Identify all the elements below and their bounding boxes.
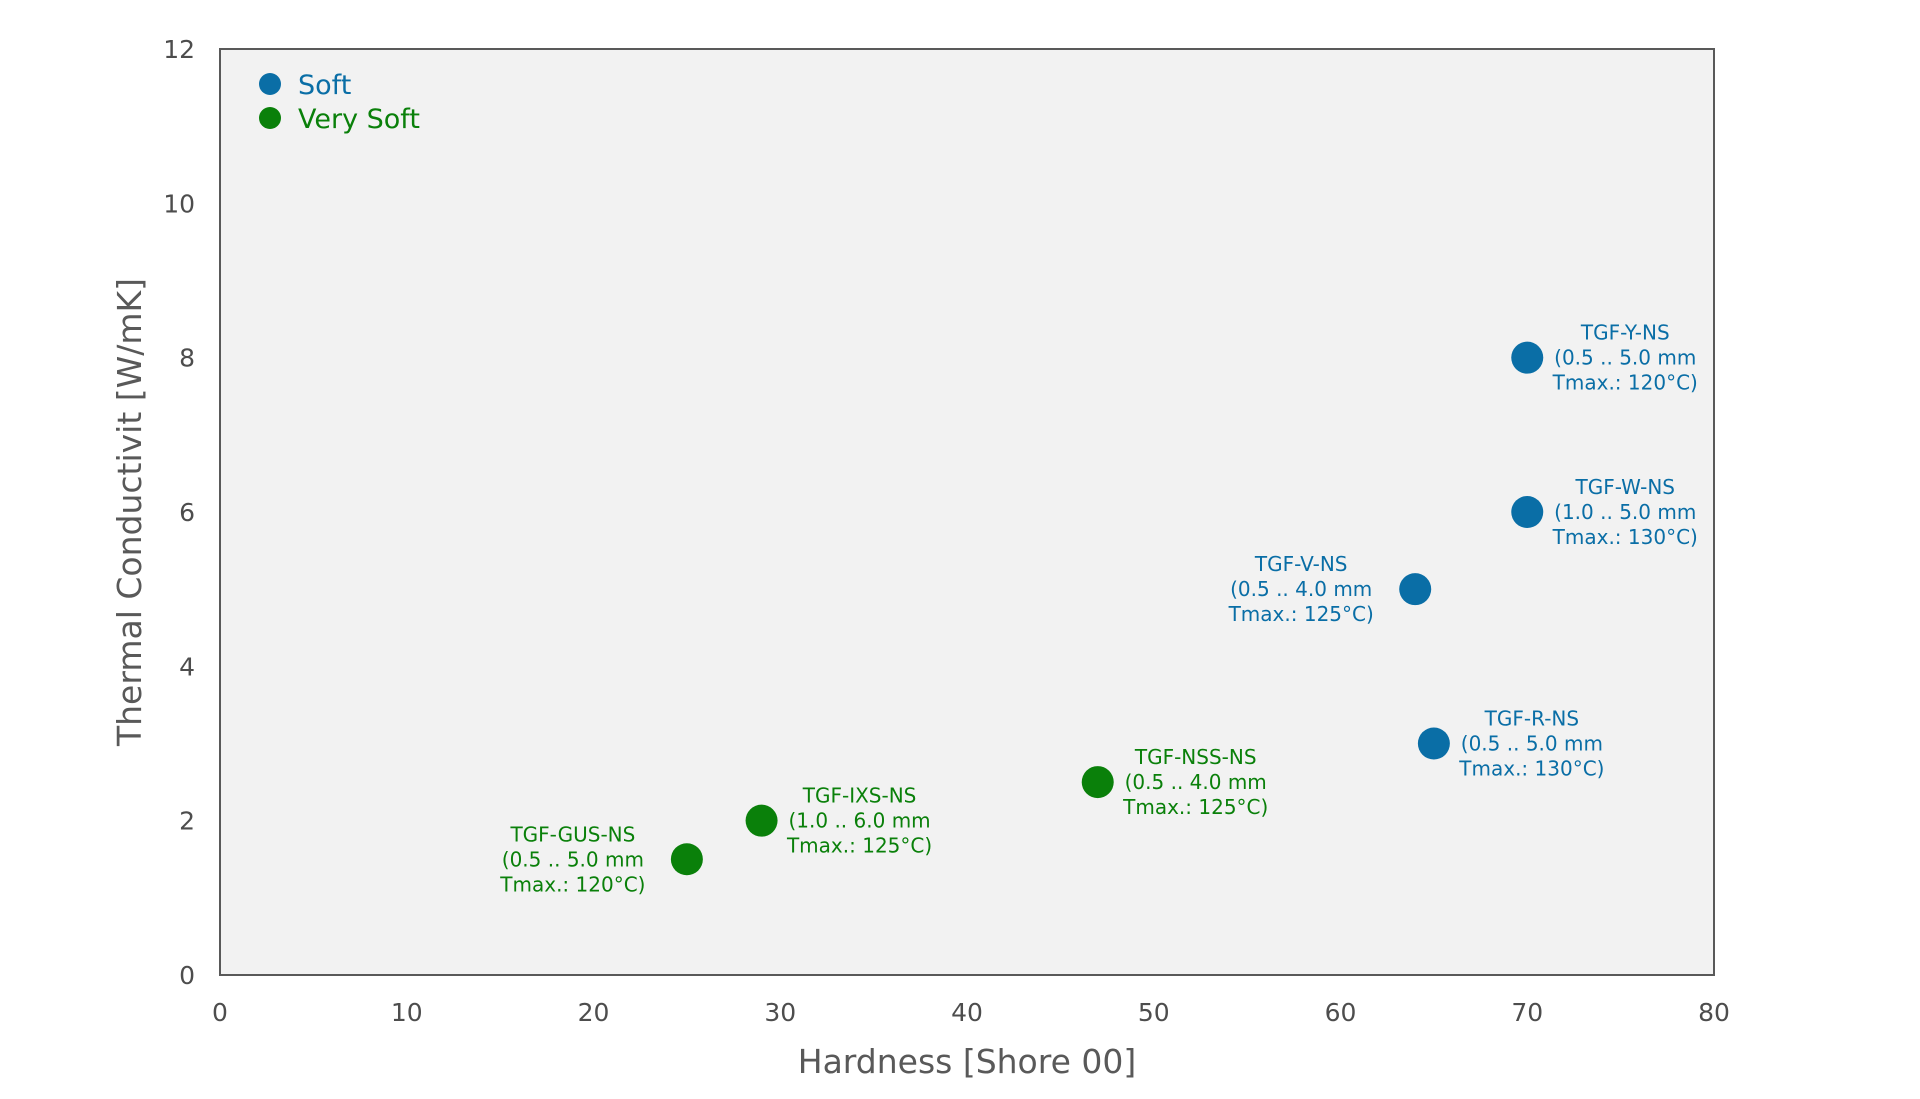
y-axis-title: Thermal Conductivit [W/mK] — [110, 278, 149, 747]
y-tick-label: 6 — [179, 498, 195, 527]
x-axis-ticks: 0 10 20 30 40 50 60 70 80 — [212, 998, 1730, 1027]
y-tick-label: 8 — [179, 344, 195, 373]
data-point — [670, 843, 703, 876]
point-label: (1.0 .. 5.0 mm — [1554, 500, 1696, 524]
data-point — [745, 804, 778, 837]
point-label: TGF-V-NS — [1254, 552, 1348, 576]
y-tick-label: 2 — [179, 807, 195, 836]
legend-label: Soft — [298, 70, 351, 101]
point-label: TGF-W-NS — [1575, 475, 1675, 499]
point-label: Tmax.: 125°C) — [1122, 795, 1268, 819]
data-point — [1511, 496, 1544, 528]
data-point — [1417, 727, 1450, 760]
y-tick-label: 4 — [179, 652, 195, 681]
point-label: (0.5 .. 4.0 mm — [1230, 577, 1372, 601]
point-label: (0.5 .. 4.0 mm — [1125, 770, 1267, 794]
y-tick-label: 12 — [163, 35, 195, 64]
point-label: (1.0 .. 6.0 mm — [788, 809, 930, 833]
legend-marker — [259, 107, 281, 129]
y-tick-label: 10 — [163, 189, 195, 218]
x-tick-label: 50 — [1138, 998, 1170, 1027]
point-label: (0.5 .. 5.0 mm — [1461, 732, 1603, 756]
x-tick-label: 10 — [391, 998, 423, 1027]
point-label: Tmax.: 125°C) — [1228, 602, 1374, 626]
data-point — [1081, 766, 1114, 799]
point-label: Tmax.: 125°C) — [786, 834, 932, 858]
y-tick-label: 0 — [179, 961, 195, 990]
data-point — [1399, 573, 1432, 606]
plot-area — [219, 48, 1715, 976]
point-label: Tmax.: 120°C) — [499, 872, 645, 896]
point-label: (0.5 .. 5.0 mm — [1554, 346, 1696, 370]
point-label: TGF-Y-NS — [1580, 321, 1670, 345]
y-axis-ticks: 0 2 4 6 8 10 12 — [163, 35, 195, 990]
x-tick-label: 30 — [764, 998, 796, 1027]
legend-marker — [259, 73, 281, 95]
x-tick-label: 80 — [1698, 998, 1730, 1027]
x-tick-label: 70 — [1511, 998, 1543, 1027]
x-tick-label: 60 — [1325, 998, 1357, 1027]
point-label: Tmax.: 120°C) — [1552, 371, 1698, 395]
point-label: TGF-GUS-NS — [509, 822, 635, 846]
point-label: TGF-R-NS — [1484, 707, 1579, 731]
x-axis-title: Hardness [Shore 00] — [798, 1042, 1137, 1081]
point-label: TGF-NSS-NS — [1134, 745, 1257, 769]
point-label: Tmax.: 130°C) — [1458, 757, 1604, 781]
data-point — [1511, 341, 1544, 374]
x-tick-label: 40 — [951, 998, 983, 1027]
legend-label: Very Soft — [298, 104, 420, 135]
x-tick-label: 0 — [212, 998, 228, 1027]
point-label: TGF-IXS-NS — [802, 784, 917, 808]
point-label: Tmax.: 130°C) — [1552, 525, 1698, 549]
x-tick-label: 20 — [578, 998, 610, 1027]
point-label: (0.5 .. 5.0 mm — [502, 847, 644, 871]
